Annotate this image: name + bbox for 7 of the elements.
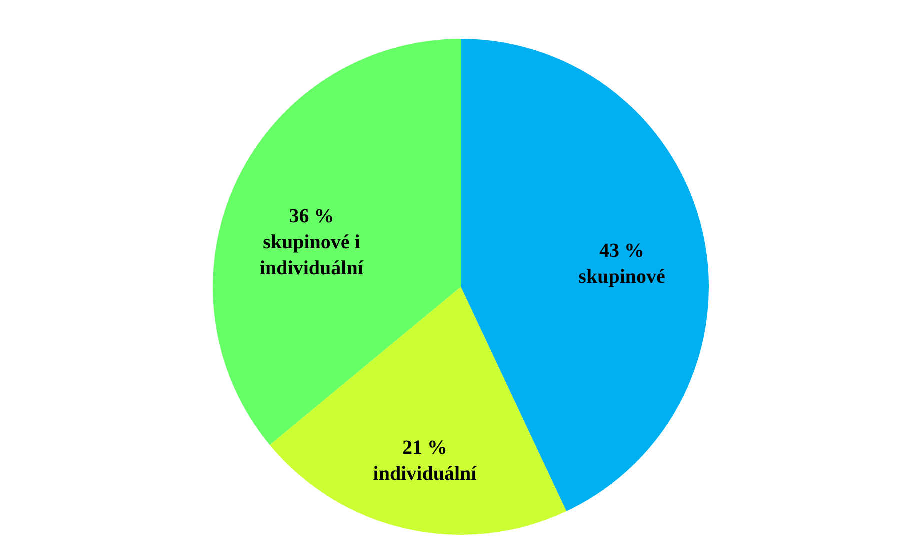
data-label: 43 % — [600, 240, 645, 262]
slice-label: individuální — [373, 463, 478, 486]
data-label: 21 % — [402, 437, 448, 460]
slice-label: skupinové i individuální — [260, 232, 364, 280]
pie-slice — [270, 287, 567, 535]
data-label: 36 % — [289, 206, 334, 228]
slice-label: skupinové — [578, 266, 666, 288]
